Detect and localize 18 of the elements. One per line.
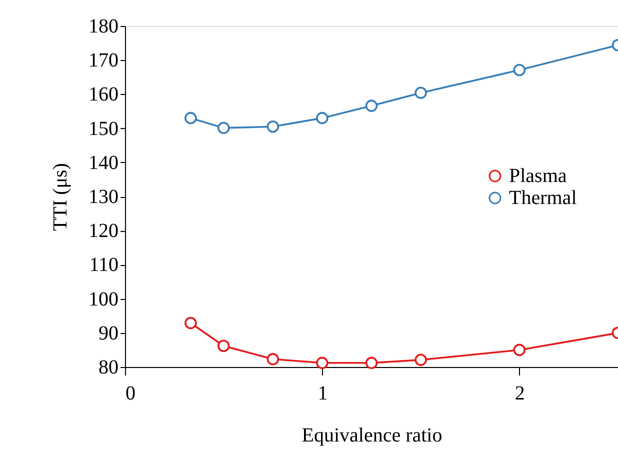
y-tick-label: 80 (98, 356, 118, 378)
y-tick-label: 150 (88, 118, 118, 140)
y-tick-label: 180 (88, 16, 118, 38)
y-axis-title: TTI (μs) (50, 163, 72, 231)
y-tick-label: 100 (88, 288, 118, 310)
x-tick-label: 1 (318, 382, 328, 404)
y-tick-label: 90 (98, 322, 118, 344)
y-tick-label: 140 (88, 152, 118, 174)
x-axis-title: Equivalence ratio (302, 424, 442, 446)
y-tick-label: 160 (88, 84, 118, 106)
x-tick-label: 2 (514, 382, 525, 404)
y-tick-label: 130 (88, 186, 118, 208)
legend-label: Thermal (509, 187, 578, 209)
y-tick-label: 120 (88, 220, 118, 242)
legend-label: Plasma (509, 165, 567, 187)
y-tick-label: 110 (89, 254, 118, 276)
y-tick-label: 170 (88, 50, 118, 72)
x-tick-label: 0 (126, 382, 136, 404)
